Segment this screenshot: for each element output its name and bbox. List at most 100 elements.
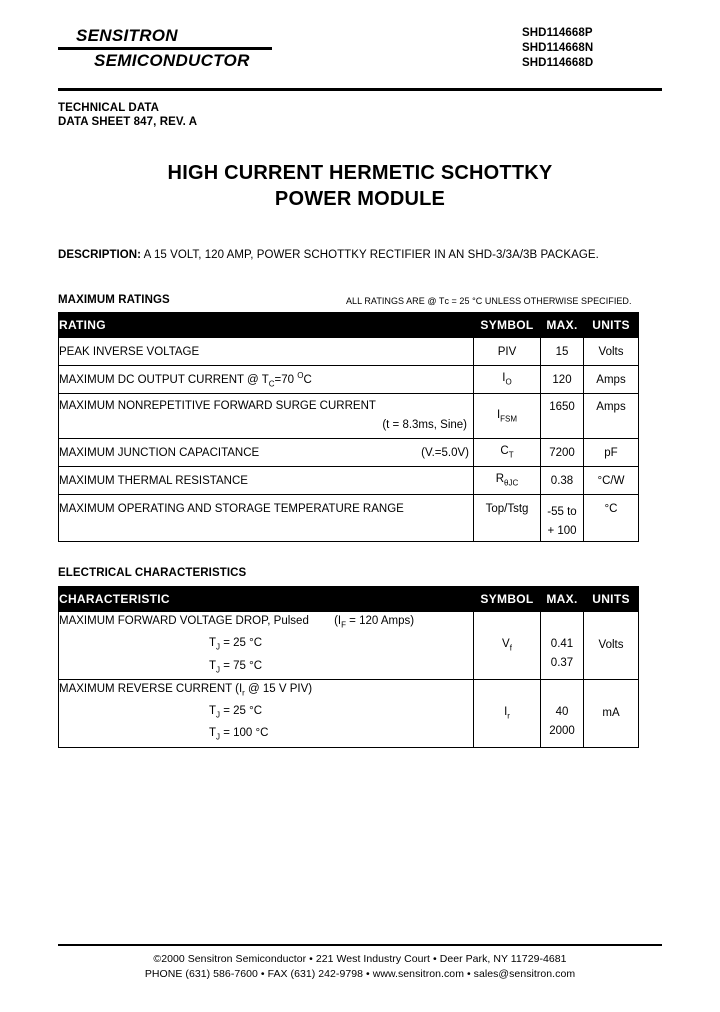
rating-label: PEAK INVERSE VOLTAGE (58, 337, 474, 366)
characteristic-label-subscript: r (242, 688, 245, 698)
footer-address-line: ©2000 Sensitron Semiconductor • 221 West… (153, 953, 567, 965)
description-label: DESCRIPTION: (58, 249, 142, 261)
condition-2-subscript: J (216, 664, 221, 674)
rating-symbol: IFSM (473, 393, 541, 439)
rating-symbol-text: C (500, 445, 509, 458)
characteristic-units: Volts (583, 611, 639, 680)
characteristic-condition-1: TJ = 25 °C (59, 634, 473, 656)
data-sheet-revision: DATA SHEET 847, REV. A (58, 116, 198, 128)
table-row: MAXIMUM REVERSE CURRENT (Ir @ 15 V PIV) … (58, 678, 639, 748)
header-divider-rule (58, 88, 662, 91)
condition-1-text: T (209, 705, 217, 718)
characteristic-label-text: MAXIMUM FORWARD VOLTAGE DROP, Pulsed (59, 615, 309, 627)
table-row: MAXIMUM JUNCTION CAPACITANCE (V.=5.0V) C… (58, 438, 639, 467)
column-header-max: MAX. (540, 586, 584, 612)
rating-units: Amps (583, 365, 639, 394)
rating-label: MAXIMUM THERMAL RESISTANCE (58, 466, 474, 495)
characteristic-units: mA (583, 678, 639, 748)
rating-label: MAXIMUM JUNCTION CAPACITANCE (V.=5.0V) (58, 438, 474, 467)
characteristic-label: MAXIMUM FORWARD VOLTAGE DROP, Pulsed (IF… (58, 611, 474, 680)
electrical-characteristics-table: CHARACTERISTIC SYMBOL MAX. UNITS MAXIMUM… (58, 586, 639, 748)
condition-1-tail: = 25 °C (220, 637, 263, 650)
footer-contact-line: PHONE (631) 586-7600 • FAX (631) 242-979… (144, 968, 576, 980)
rating-symbol-text: I (502, 372, 506, 385)
characteristic-condition-head-tail: = 120 Amps) (345, 615, 415, 627)
characteristic-label-text: MAXIMUM REVERSE CURRENT (I (59, 682, 243, 695)
rating-max: -55 to + 100 (540, 494, 584, 542)
table-row: MAXIMUM FORWARD VOLTAGE DROP, Pulsed (IF… (58, 611, 639, 680)
page-title: HIGH CURRENT HERMETIC SCHOTTKY POWER MOD… (58, 160, 662, 212)
rating-units: °C/W (583, 466, 639, 495)
characteristic-symbol-subscript: f (509, 643, 512, 653)
footer-divider-rule (58, 944, 662, 946)
rating-label: MAXIMUM NONREPETITIVE FORWARD SURGE CURR… (58, 393, 474, 439)
rating-symbol: PIV (473, 337, 541, 366)
characteristic-max-line1: 0.41 (550, 638, 574, 650)
characteristic-condition-2: TJ = 75 °C (59, 657, 473, 679)
logo-line-sensitron: SENSITRON (76, 26, 178, 45)
characteristic-condition-2: TJ = 100 °C (59, 724, 473, 746)
rating-symbol: RθJC (473, 466, 541, 495)
characteristic-max: 40 2000 (540, 678, 584, 748)
technical-data-block: TECHNICAL DATA DATA SHEET 847, REV. A (58, 101, 197, 129)
characteristic-condition-head-subscript: F (341, 620, 346, 630)
rating-symbol-subscript: θJC (504, 478, 519, 488)
electrical-characteristics-heading-row: ELECTRICAL CHARACTERISTICS (58, 567, 662, 582)
condition-2-tail: = 75 °C (220, 659, 263, 672)
rating-condition: (V.=5.0V) (421, 446, 469, 459)
table-header-row: RATING SYMBOL MAX. UNITS (58, 312, 639, 338)
rating-label-text: MAXIMUM DC OUTPUT CURRENT @ T (59, 373, 269, 386)
rating-label-tail: =70 (274, 373, 298, 386)
rating-symbol-subscript: T (508, 450, 514, 460)
characteristic-max-line2: 0.37 (550, 657, 574, 669)
page-title-line2: POWER MODULE (274, 188, 446, 210)
characteristic-symbol-subscript: r (507, 711, 510, 721)
rating-units: Volts (583, 337, 639, 366)
characteristic-condition-head: (I (334, 615, 342, 627)
table-row: MAXIMUM NONREPETITIVE FORWARD SURGE CURR… (58, 393, 639, 439)
part-number-p: SHD114668P (522, 27, 593, 39)
rating-symbol: Top/Tstg (473, 494, 541, 542)
rating-symbol-subscript: FSM (500, 414, 518, 424)
column-header-symbol: SYMBOL (473, 312, 541, 338)
technical-data-label: TECHNICAL DATA (58, 102, 160, 114)
rating-units: °C (583, 494, 639, 542)
maximum-ratings-title: MAXIMUM RATINGS (58, 294, 170, 306)
description-text: A 15 VOLT, 120 AMP, POWER SCHOTTKY RECTI… (141, 249, 599, 261)
rating-symbol-subscript: O (505, 377, 512, 387)
rating-label: MAXIMUM OPERATING AND STORAGE TEMPERATUR… (58, 494, 474, 542)
table-row: MAXIMUM OPERATING AND STORAGE TEMPERATUR… (58, 494, 639, 542)
characteristic-label: MAXIMUM REVERSE CURRENT (Ir @ 15 V PIV) … (58, 678, 474, 748)
page-title-line1: HIGH CURRENT HERMETIC SCHOTTKY (167, 162, 553, 184)
condition-1-subscript: J (216, 642, 221, 652)
maximum-ratings-table: RATING SYMBOL MAX. UNITS PEAK INVERSE VO… (58, 312, 639, 542)
rating-max: 120 (540, 365, 584, 394)
rating-symbol-text: R (495, 473, 505, 486)
rating-condition: (t = 8.3ms, Sine) (382, 419, 467, 431)
rating-units: Amps (583, 393, 639, 439)
condition-2-text: T (209, 727, 217, 740)
condition-1-text: T (209, 637, 217, 650)
characteristic-max-line2: 2000 (549, 724, 575, 737)
characteristic-symbol-text: V (502, 638, 510, 651)
condition-2-subscript: J (216, 732, 221, 742)
rating-label-text: MAXIMUM JUNCTION CAPACITANCE (59, 446, 260, 459)
column-header-rating: RATING (58, 312, 474, 338)
condition-2-tail: = 100 °C (220, 727, 269, 740)
rating-units: pF (583, 438, 639, 467)
page-footer: ©2000 Sensitron Semiconductor • 221 West… (58, 952, 662, 982)
rating-max: 15 (540, 337, 584, 366)
condition-1-subscript: J (216, 710, 221, 720)
rating-label-subscript: C (268, 379, 275, 389)
table-row: MAXIMUM THERMAL RESISTANCE RθJC 0.38 °C/… (58, 466, 639, 495)
column-header-characteristic: CHARACTERISTIC (58, 586, 474, 612)
maximum-ratings-heading-row: MAXIMUM RATINGS ALL RATINGS ARE @ Tᴄ = 2… (58, 294, 662, 309)
column-header-max: MAX. (540, 312, 584, 338)
condition-2-text: T (209, 659, 217, 672)
characteristic-symbol: Vf (473, 611, 541, 680)
maximum-ratings-note: ALL RATINGS ARE @ Tᴄ = 25 °C UNLESS OTHE… (346, 296, 632, 306)
rating-max: 7200 (540, 438, 584, 467)
characteristic-label-tail: @ 15 V PIV) (244, 682, 313, 695)
characteristic-condition-1: TJ = 25 °C (59, 702, 473, 724)
